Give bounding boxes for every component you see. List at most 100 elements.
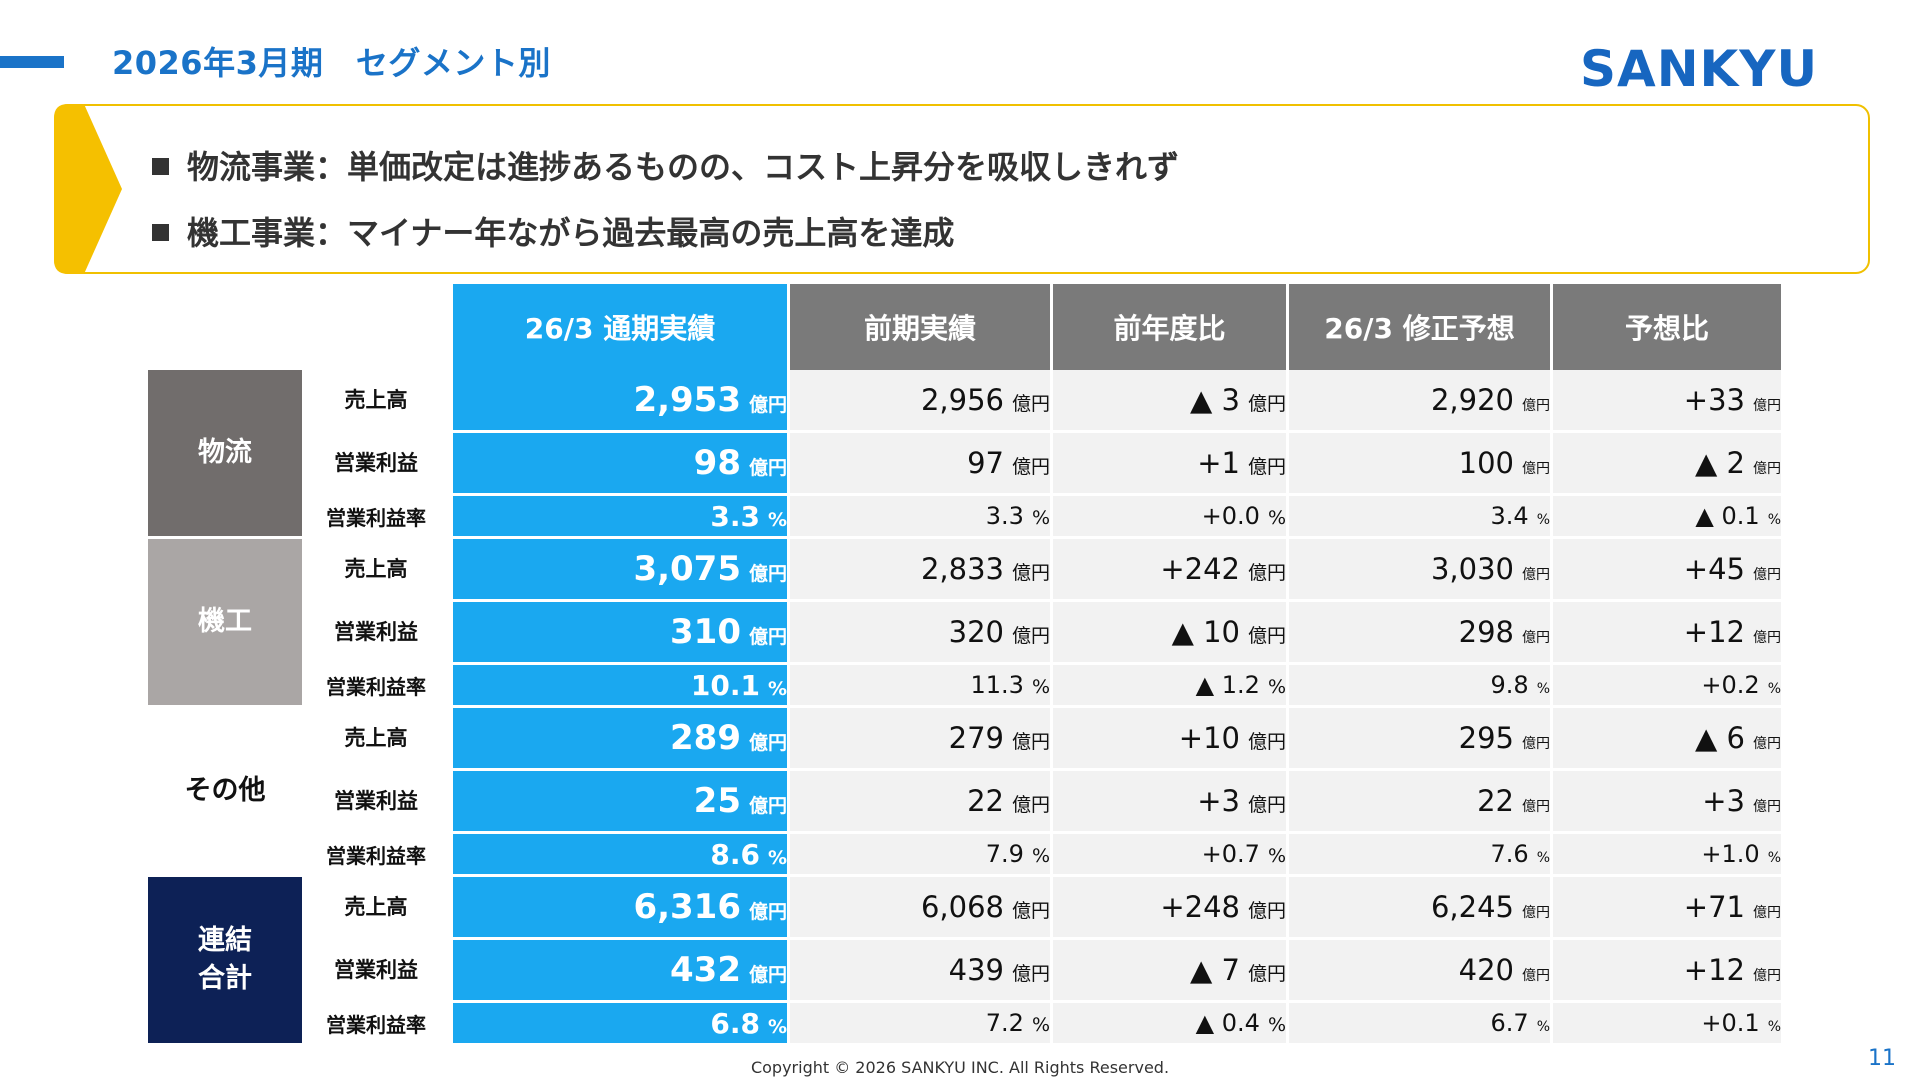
value-unit: 億円 xyxy=(1522,630,1550,646)
value-unit: 億円 xyxy=(1522,799,1550,815)
banner-point-machinery: 機工事業：マイナー年ながら過去最高の売上高を達成 xyxy=(152,208,954,254)
summary-banner xyxy=(54,104,1870,274)
value-cell: 420 億円 xyxy=(1286,940,1550,1003)
value-cell: 2,920 億円 xyxy=(1286,370,1550,433)
value-unit: 億円 xyxy=(1011,963,1050,985)
value-cell: 6.7% xyxy=(1286,1003,1550,1046)
value-number: 432 xyxy=(670,950,741,990)
value-unit: 億円 xyxy=(1247,731,1286,753)
table-row: 機工 売上高 3,075 億円 2,833 億円 +242 億円 3,030 億円 +45 億円 xyxy=(148,539,1781,708)
value-unit: 億円 xyxy=(1753,461,1781,477)
table-row: 物流 売上高 2,953 億円 2,956 億円 ▲ 3 億円 2,920 億円 +33 億円 xyxy=(148,370,1781,539)
metric-label: 営業利益 xyxy=(302,602,450,665)
table-row: 連結 合計 売上高 6,316 億円 6,068 億円 +248 億円 6,245 億円 +71 億円 xyxy=(148,877,1781,1046)
value-cell: ▲ 3 億円 xyxy=(1050,370,1286,433)
value-unit: % xyxy=(1536,1019,1550,1035)
value-number: ▲ 7 xyxy=(1190,953,1240,987)
metric-label: 売上高 xyxy=(302,370,450,433)
value-unit: 億円 xyxy=(748,901,787,923)
value-unit: % xyxy=(1767,512,1781,528)
metric-label: 営業利益率 xyxy=(302,665,450,708)
value-cell: 298 億円 xyxy=(1286,602,1550,665)
value-number: +0.0 xyxy=(1201,502,1260,530)
banner-point-machinery-text: 機工事業：マイナー年ながら過去最高の売上高を達成 xyxy=(187,214,955,252)
value-cell: +3 億円 xyxy=(1050,771,1286,834)
value-cell: 22 億円 xyxy=(1286,771,1550,834)
value-unit: 億円 xyxy=(1247,393,1286,415)
value-unit: 億円 xyxy=(1011,393,1050,415)
value-unit: 億円 xyxy=(1247,794,1286,816)
value-number: +45 xyxy=(1683,552,1745,586)
value-cell: 3.3% xyxy=(450,496,787,539)
value-cell: +12 億円 xyxy=(1550,940,1781,1003)
value-unit: % xyxy=(767,677,787,700)
value-number: 25 xyxy=(693,781,741,821)
value-unit: % xyxy=(1267,845,1286,867)
value-unit: 億円 xyxy=(1753,968,1781,984)
value-number: ▲ 6 xyxy=(1695,721,1745,755)
value-unit: 億円 xyxy=(1247,900,1286,922)
value-cell: 8.6% xyxy=(450,834,787,877)
value-number: 22 xyxy=(967,784,1004,818)
value-cell: 310 億円 xyxy=(450,602,787,665)
value-number: 100 xyxy=(1458,446,1514,480)
value-number: 6.8 xyxy=(710,1006,760,1040)
title-accent-bar xyxy=(0,56,64,68)
banner-point-logistics-text: 物流事業：単価改定は進捗あるものの、コスト上昇分を吸収しきれず xyxy=(187,148,1180,186)
metric-label: 営業利益率 xyxy=(302,1003,450,1046)
value-cell: 22 億円 xyxy=(787,771,1050,834)
value-number: ▲ 3 xyxy=(1190,383,1240,417)
value-cell: 3,030 億円 xyxy=(1286,539,1550,602)
value-cell: +12 億円 xyxy=(1550,602,1781,665)
value-cell: 7.6% xyxy=(1286,834,1550,877)
value-cell: 320 億円 xyxy=(787,602,1050,665)
value-unit: 億円 xyxy=(748,732,787,754)
value-cell: 295 億円 xyxy=(1286,708,1550,771)
column-header: 予想比 xyxy=(1550,284,1781,370)
value-cell: 25 億円 xyxy=(450,771,787,834)
value-cell: +0.2% xyxy=(1550,665,1781,708)
value-number: 6,068 xyxy=(920,890,1004,924)
value-number: +33 xyxy=(1683,383,1745,417)
value-number: 420 xyxy=(1458,953,1514,987)
column-header: 26/3 修正予想 xyxy=(1286,284,1550,370)
value-unit: 億円 xyxy=(1522,905,1550,921)
header-blank xyxy=(148,284,450,370)
value-unit: 億円 xyxy=(1247,456,1286,478)
metric-label: 営業利益 xyxy=(302,771,450,834)
value-number: ▲ 0.1 xyxy=(1695,502,1760,530)
value-cell: 3.3% xyxy=(787,496,1050,539)
value-number: 289 xyxy=(670,718,741,758)
value-unit: 億円 xyxy=(1522,461,1550,477)
value-number: 439 xyxy=(948,953,1004,987)
value-unit: % xyxy=(1267,676,1286,698)
value-cell: 6.8% xyxy=(450,1003,787,1046)
value-number: 3,030 xyxy=(1430,552,1514,586)
value-number: 6.7 xyxy=(1490,1009,1529,1037)
value-number: 7.2 xyxy=(985,1009,1024,1037)
value-cell: ▲ 6 億円 xyxy=(1550,708,1781,771)
value-cell: +71 億円 xyxy=(1550,877,1781,940)
value-unit: % xyxy=(767,508,787,531)
page-number: 11 xyxy=(1868,1046,1896,1071)
value-unit: % xyxy=(1031,507,1050,529)
value-number: +0.2 xyxy=(1701,671,1760,699)
value-cell: 2,956 億円 xyxy=(787,370,1050,433)
value-cell: ▲ 1.2% xyxy=(1050,665,1286,708)
value-unit: 億円 xyxy=(1011,562,1050,584)
value-cell: 7.9% xyxy=(787,834,1050,877)
value-number: +12 xyxy=(1683,953,1745,987)
page-title: 2026年3月期 セグメント別 xyxy=(112,44,551,82)
value-unit: 億円 xyxy=(748,563,787,585)
value-number: 2,833 xyxy=(920,552,1004,586)
value-unit: % xyxy=(767,1015,787,1038)
value-number: 3.4 xyxy=(1490,502,1529,530)
value-unit: 億円 xyxy=(1753,799,1781,815)
value-unit: 億円 xyxy=(1011,456,1050,478)
table-row: その他 売上高 289 億円 279 億円 +10 億円 295 億円 ▲ 6 億円 xyxy=(148,708,1781,877)
value-cell: 3,075 億円 xyxy=(450,539,787,602)
value-unit: 億円 xyxy=(1522,398,1550,414)
value-cell: 11.3% xyxy=(787,665,1050,708)
table-row: 営業利益 310 億円 320 億円 ▲ 10 億円 298 億円 +12 億円 xyxy=(148,602,1781,665)
value-number: +3 xyxy=(1702,784,1745,818)
